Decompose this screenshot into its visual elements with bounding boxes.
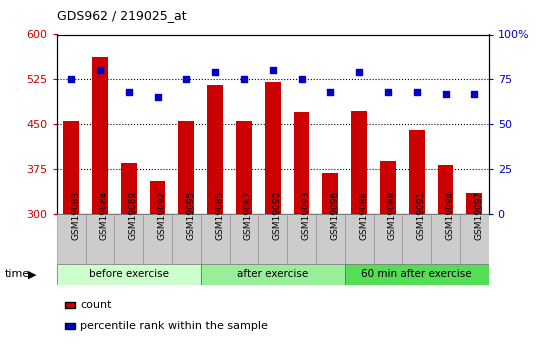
Point: [182, 77, 191, 82]
Bar: [265, 82, 281, 214]
Bar: [201, 214, 230, 264]
Point: [297, 77, 306, 82]
Text: GSM19091: GSM19091: [417, 191, 426, 240]
Point: [240, 77, 248, 82]
Bar: [402, 214, 431, 264]
Point: [96, 68, 104, 73]
Bar: [121, 163, 137, 214]
Bar: [409, 130, 424, 214]
Point: [211, 69, 219, 75]
Text: GSM19090: GSM19090: [273, 191, 282, 240]
Text: GSM19097: GSM19097: [474, 191, 483, 240]
Point: [153, 95, 162, 100]
Bar: [201, 264, 345, 285]
Text: GSM19089: GSM19089: [129, 191, 138, 240]
Bar: [236, 121, 252, 214]
Text: GDS962 / 219025_at: GDS962 / 219025_at: [57, 9, 186, 22]
Text: ▶: ▶: [28, 269, 37, 279]
Point: [441, 91, 450, 97]
Bar: [316, 214, 345, 264]
Text: GSM19086: GSM19086: [359, 191, 368, 240]
Text: 60 min after exercise: 60 min after exercise: [361, 269, 472, 279]
Bar: [230, 214, 258, 264]
Text: GSM19085: GSM19085: [215, 191, 224, 240]
Bar: [57, 264, 201, 285]
Bar: [287, 214, 316, 264]
Bar: [258, 214, 287, 264]
Point: [413, 89, 421, 95]
Bar: [322, 173, 338, 214]
Bar: [345, 214, 374, 264]
Bar: [143, 214, 172, 264]
Text: percentile rank within the sample: percentile rank within the sample: [80, 321, 268, 331]
Point: [326, 89, 335, 95]
Bar: [172, 214, 201, 264]
Text: GSM19093: GSM19093: [301, 191, 310, 240]
Bar: [437, 165, 454, 214]
Text: time: time: [4, 269, 30, 279]
Bar: [345, 264, 489, 285]
Point: [268, 68, 277, 73]
Point: [383, 89, 392, 95]
Text: GSM19095: GSM19095: [186, 191, 195, 240]
Bar: [467, 193, 482, 214]
Bar: [351, 111, 367, 214]
Text: GSM19083: GSM19083: [71, 191, 80, 240]
Text: GSM19084: GSM19084: [100, 191, 109, 240]
Bar: [63, 121, 79, 214]
Bar: [431, 214, 460, 264]
Bar: [380, 161, 396, 214]
Bar: [57, 214, 85, 264]
Point: [355, 69, 363, 75]
Text: before exercise: before exercise: [89, 269, 168, 279]
Bar: [150, 181, 165, 214]
Bar: [294, 112, 309, 214]
Bar: [85, 214, 114, 264]
Text: GSM19088: GSM19088: [388, 191, 397, 240]
Text: GSM19096: GSM19096: [330, 191, 339, 240]
Point: [124, 89, 133, 95]
Text: count: count: [80, 300, 111, 310]
Bar: [374, 214, 402, 264]
Text: after exercise: after exercise: [237, 269, 308, 279]
Bar: [92, 57, 108, 214]
Bar: [207, 85, 223, 214]
Text: GSM19094: GSM19094: [446, 191, 455, 240]
Bar: [114, 214, 143, 264]
Bar: [460, 214, 489, 264]
Point: [470, 91, 478, 97]
Text: GSM19087: GSM19087: [244, 191, 253, 240]
Text: GSM19092: GSM19092: [158, 191, 166, 240]
Point: [67, 77, 76, 82]
Bar: [178, 121, 194, 214]
